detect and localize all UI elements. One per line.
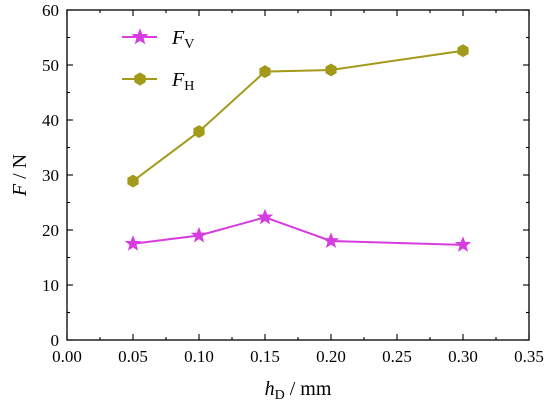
data-point-fh <box>193 125 205 139</box>
x-axis-title-main: h <box>265 378 275 400</box>
x-tick-label: 0.10 <box>184 347 214 366</box>
legend-marker-fh <box>134 72 146 86</box>
series-layer <box>124 44 472 252</box>
y-axis-title-main: F <box>9 183 31 197</box>
y-axis-title: F / N <box>9 154 31 197</box>
y-tick-label: 40 <box>42 111 59 130</box>
data-point-fh <box>325 63 337 77</box>
plot-frame <box>66 9 530 341</box>
y-tick-label: 20 <box>42 221 59 240</box>
x-axis-title: hD / mm <box>265 378 332 403</box>
data-point-fv <box>322 232 340 248</box>
data-point-fv <box>124 235 142 251</box>
x-tick-label: 0.20 <box>316 347 346 366</box>
y-tick-label: 50 <box>42 56 59 75</box>
y-tick-label: 10 <box>42 276 59 295</box>
y-tick-label: 0 <box>51 331 60 350</box>
ticks-layer: 0.00 0.05 0.10 0.15 0.20 0.25 0.30 0.35 0 10 20 30 4… <box>42 1 544 366</box>
data-point-fh <box>259 65 271 79</box>
legend-label-fv: FV <box>171 27 194 52</box>
legend-label-fv-sub: V <box>184 37 194 52</box>
legend-entry-fv: FV <box>122 27 194 52</box>
y-tick-label: 30 <box>42 166 59 185</box>
y-tick-label: 60 <box>42 1 59 20</box>
legend-marker-fv <box>131 28 149 45</box>
legend-label-fh-sub: H <box>184 79 194 94</box>
x-tick-label: 0.25 <box>382 347 412 366</box>
legend-label-fh-main: F <box>171 69 185 91</box>
x-tick-label: 0.15 <box>250 347 280 366</box>
x-axis-title-sub: D <box>275 388 285 403</box>
data-point-fh <box>457 44 469 58</box>
x-axis-title-unit: / mm <box>285 378 332 400</box>
x-tick-label: 0.30 <box>448 347 478 366</box>
data-point-fh <box>127 174 139 188</box>
y-axis-title-unit: / N <box>9 154 31 184</box>
data-point-fv <box>256 208 274 225</box>
legend-entry-fh: FH <box>122 69 194 94</box>
x-tick-label: 0.00 <box>52 347 82 366</box>
data-point-fv <box>190 226 208 243</box>
legend: FV FH <box>122 27 194 94</box>
x-tick-label: 0.05 <box>118 347 148 366</box>
legend-label-fv-main: F <box>171 27 185 49</box>
legend-label-fh: FH <box>171 69 194 94</box>
x-tick-label: 0.35 <box>514 347 544 366</box>
data-point-fv <box>454 236 472 252</box>
